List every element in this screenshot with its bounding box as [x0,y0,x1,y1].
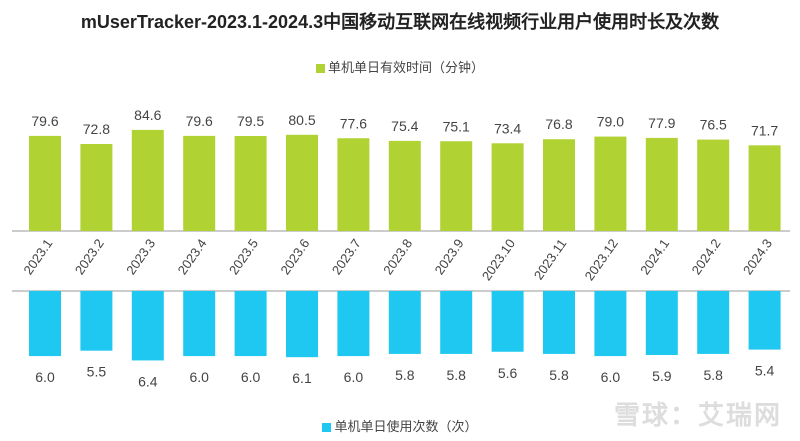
x-tick-label: 2023.11 [531,236,570,282]
legend-label: 单机单日使用次数（次） [334,419,478,434]
x-tick-label: 2023.9 [432,236,467,277]
bar-duration [388,140,421,231]
data-label-count: 6.4 [138,373,158,389]
data-label-count: 5.4 [755,363,775,379]
data-label-count: 5.9 [652,368,672,384]
data-label-duration: 77.6 [340,115,367,131]
bar-duration [80,144,113,231]
bar-count [234,291,267,357]
bar-duration [491,143,524,231]
x-tick-label: 2023.8 [380,236,415,277]
bar-count [645,291,678,356]
bar-duration [645,137,678,231]
legend-swatch-blue [322,423,332,433]
bar-duration [234,135,267,231]
data-label-duration: 75.4 [391,118,418,134]
bar-duration [29,135,61,231]
data-label-duration: 79.0 [597,114,624,130]
x-tick-label: 2023.2 [72,236,107,277]
data-label-count: 6.0 [35,369,55,385]
legend-duration: 单机单日有效时间（分钟） [0,57,800,76]
x-tick-label: 2023.7 [329,236,364,277]
chart-title: mUserTracker-2023.1-2024.3中国移动互联网在线视频行业用… [80,12,720,32]
data-label-duration: 79.5 [237,113,264,129]
bar-count [388,291,421,354]
watermark: 雪球：艾瑞网 [613,400,782,430]
data-label-duration: 71.7 [751,122,778,138]
bar-duration [697,139,730,231]
legend-label: 单机单日有效时间（分钟） [327,60,484,75]
bar-duration [594,136,627,231]
bar-duration [748,145,781,231]
bar-count [491,291,524,352]
x-tick-label: 2024.3 [740,236,775,277]
data-label-duration: 84.6 [134,107,161,123]
data-label-duration: 79.6 [31,113,58,129]
bar-count [440,291,473,354]
data-label-count: 5.8 [549,367,569,383]
x-tick-label: 2023.5 [226,236,261,277]
data-label-count: 5.8 [703,367,723,383]
x-tick-label: 2023.1 [20,236,55,277]
data-label-duration: 73.4 [494,120,521,136]
data-label-duration: 77.9 [648,115,675,131]
data-label-count: 6.0 [601,369,621,385]
data-label-count: 5.8 [395,367,415,383]
x-tick-label: 2023.6 [277,236,312,277]
data-label-count: 5.8 [446,367,466,383]
data-label-count: 5.5 [87,364,107,380]
data-label-count: 6.0 [344,369,364,385]
x-tick-label: 2023.10 [479,236,518,283]
bar-count [29,291,61,357]
legend-count: 单机单日使用次数（次） [0,416,800,435]
bar-duration [183,135,216,231]
data-label-count: 6.1 [292,370,312,386]
bar-count [697,291,730,354]
bar-duration [286,134,318,231]
data-label-duration: 80.5 [288,112,315,128]
data-label-count: 5.6 [498,365,518,381]
bar-count [80,291,113,351]
bar-count [748,291,781,350]
data-label-count: 6.0 [189,369,209,385]
x-tick-label: 2023.3 [123,236,158,277]
bar-count [543,291,575,354]
x-tick-label: 2023.4 [175,236,210,277]
data-label-duration: 76.8 [545,116,572,132]
bar-duration [131,129,164,231]
data-label-count: 6.0 [241,369,261,385]
legend-swatch-green [315,64,325,74]
bar-count [594,291,627,357]
data-label-duration: 75.1 [443,118,470,134]
bar-duration [337,138,370,231]
x-tick-label: 2023.12 [582,236,621,283]
x-tick-label: 2024.1 [637,236,672,277]
bar-duration [543,139,575,231]
bar-count [337,291,370,357]
data-label-duration: 79.6 [186,113,213,129]
x-tick-label: 2024.2 [689,236,724,277]
bar-count [183,291,216,357]
data-label-duration: 72.8 [83,121,110,137]
bar-count [131,291,164,361]
bar-duration [440,141,473,231]
bar-count [286,291,318,358]
data-label-duration: 76.5 [700,117,727,133]
